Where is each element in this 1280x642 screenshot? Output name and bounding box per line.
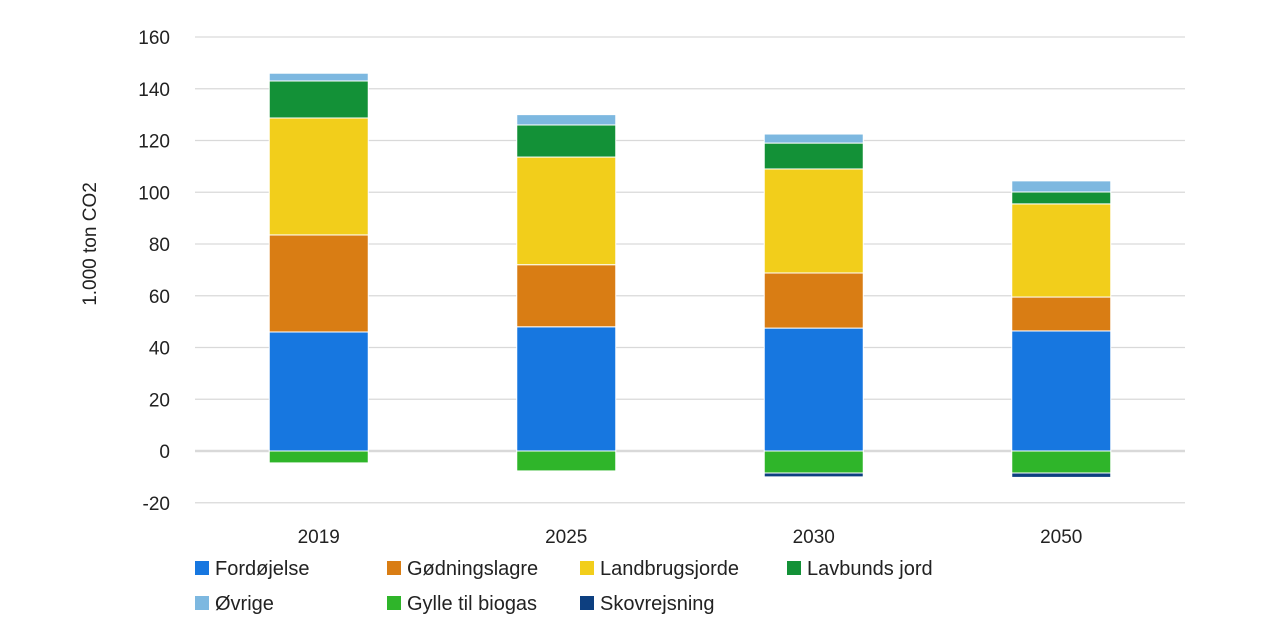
x-tick-label: 2025 bbox=[545, 527, 587, 548]
bar-segment bbox=[763, 450, 864, 474]
bar-segment bbox=[763, 133, 864, 144]
legend-label: Gylle til biogas bbox=[407, 593, 537, 615]
bar-segment bbox=[763, 142, 864, 170]
y-tick-label: 20 bbox=[149, 390, 170, 411]
bar-segment bbox=[1011, 472, 1112, 478]
legend-swatch bbox=[387, 596, 401, 610]
bar-segment bbox=[268, 80, 369, 119]
bar-segment bbox=[268, 331, 369, 452]
bar-segment bbox=[763, 272, 864, 329]
legend-item: Fordøjelse bbox=[195, 558, 309, 580]
y-axis-ticks: -20 0 20 40 60 80 100 120 140 160 bbox=[138, 28, 170, 515]
bar-segment bbox=[268, 117, 369, 236]
y-axis-label: 1.000 ton CO2 bbox=[80, 182, 101, 306]
legend-item: Gødningslagre bbox=[387, 558, 538, 580]
legend-label: Fordøjelse bbox=[215, 558, 309, 580]
legend-swatch bbox=[787, 561, 801, 575]
legend-swatch bbox=[387, 561, 401, 575]
bar-segment bbox=[516, 450, 617, 472]
bar-segment bbox=[1011, 450, 1112, 474]
x-axis-ticks: 2019 2025 2030 2050 bbox=[298, 527, 1083, 548]
bars bbox=[268, 72, 1112, 478]
legend-item: Øvrige bbox=[195, 593, 274, 615]
bar-segment bbox=[1011, 191, 1112, 205]
x-tick-label: 2019 bbox=[298, 527, 340, 548]
legend-label: Lavbunds jord bbox=[807, 558, 933, 580]
legend-label: Gødningslagre bbox=[407, 558, 538, 580]
y-tick-label: -20 bbox=[143, 494, 170, 515]
y-tick-label: 80 bbox=[149, 235, 170, 256]
x-tick-label: 2050 bbox=[1040, 527, 1082, 548]
bar-segment bbox=[516, 124, 617, 158]
legend-swatch bbox=[580, 596, 594, 610]
bar-segment bbox=[1011, 296, 1112, 332]
bar-segment bbox=[516, 326, 617, 452]
bar-segment bbox=[763, 168, 864, 274]
bar-segment bbox=[1011, 180, 1112, 193]
y-tick-label: 60 bbox=[149, 287, 170, 308]
bar-segment bbox=[268, 450, 369, 464]
legend-item: Gylle til biogas bbox=[387, 593, 537, 615]
bar-segment bbox=[1011, 330, 1112, 452]
y-tick-label: 40 bbox=[149, 339, 170, 360]
bar-segment bbox=[516, 156, 617, 266]
bar-segment bbox=[268, 234, 369, 333]
legend-label: Øvrige bbox=[215, 593, 274, 615]
y-tick-label: 140 bbox=[138, 80, 170, 101]
y-tick-label: 160 bbox=[138, 28, 170, 49]
legend-swatch bbox=[580, 561, 594, 575]
bar-segment bbox=[516, 114, 617, 126]
legend-item: Landbrugsjorde bbox=[580, 558, 739, 580]
bar-segment bbox=[1011, 203, 1112, 298]
legend-item: Skovrejsning bbox=[580, 593, 715, 615]
x-tick-label: 2030 bbox=[793, 527, 835, 548]
bar-segment bbox=[516, 264, 617, 328]
legend-swatch bbox=[195, 561, 209, 575]
legend-item: Lavbunds jord bbox=[787, 558, 933, 580]
legend-label: Landbrugsjorde bbox=[600, 558, 739, 580]
y-tick-label: 120 bbox=[138, 132, 170, 153]
y-tick-label: 0 bbox=[159, 442, 170, 463]
bar-segment bbox=[763, 472, 864, 478]
bar-segment bbox=[763, 327, 864, 452]
legend-swatch bbox=[195, 596, 209, 610]
legend: Fordøjelse Gødningslagre Landbrugsjorde Lav… bbox=[195, 558, 933, 615]
bar-segment bbox=[268, 72, 369, 82]
legend-label: Skovrejsning bbox=[600, 593, 715, 615]
y-tick-label: 100 bbox=[138, 183, 170, 204]
